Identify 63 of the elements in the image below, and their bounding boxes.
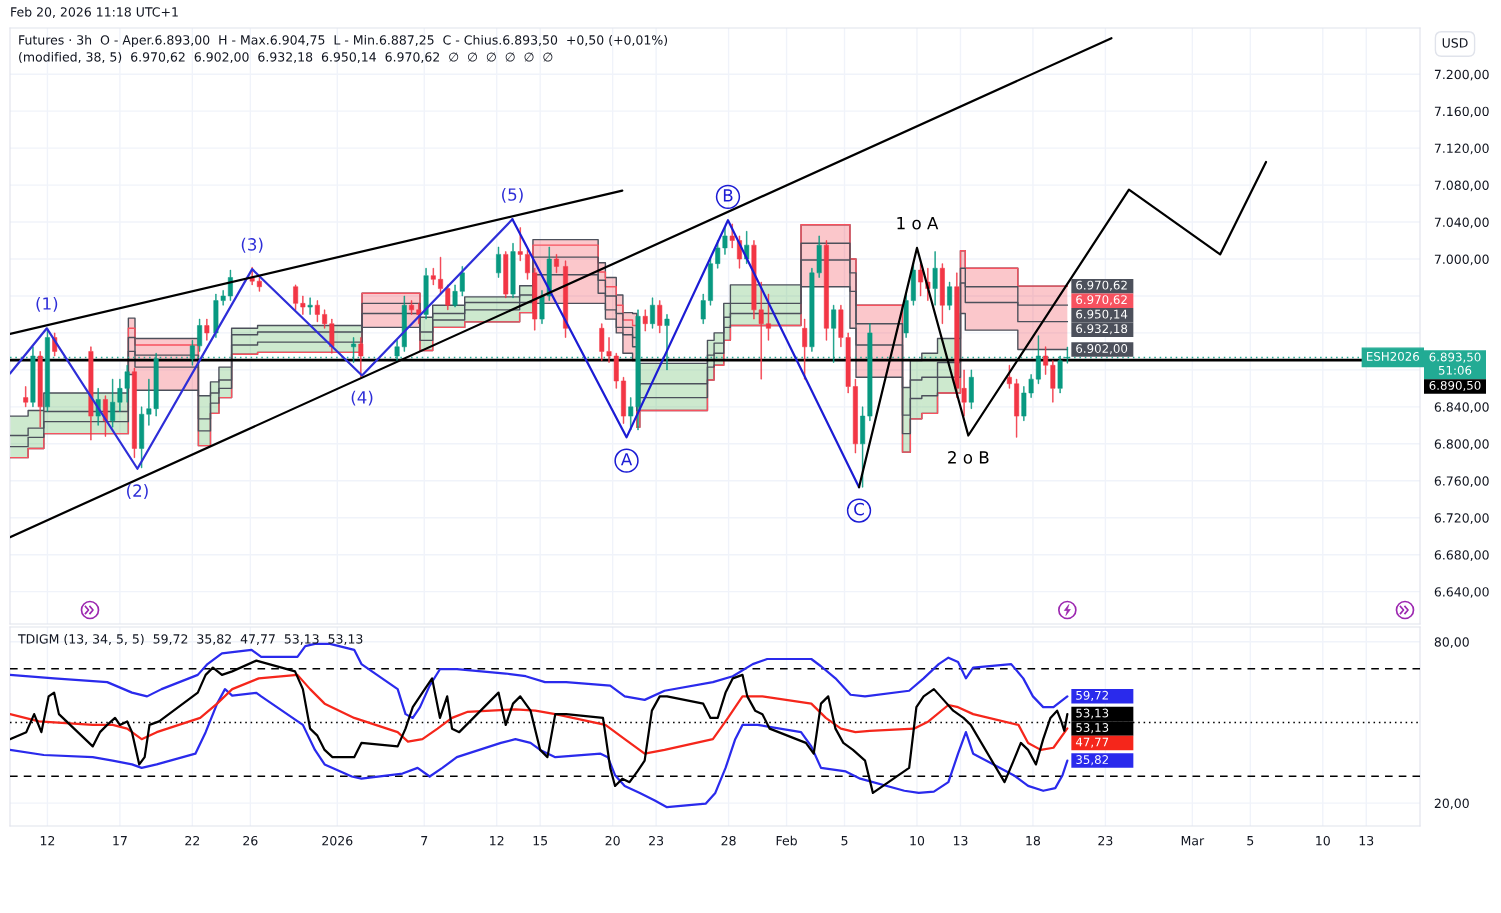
y-tick-label: 6.720,00 bbox=[1434, 513, 1489, 524]
annotation: 53,13 bbox=[1076, 723, 1109, 734]
chart-subtitle: Feb 20, 2026 11:18 UTC+1 bbox=[11, 6, 178, 18]
y-tick-label: 6.640,00 bbox=[1434, 587, 1489, 598]
y-tick-label: 7.040,00 bbox=[1434, 217, 1489, 229]
data-label: 6.970,62 bbox=[1076, 280, 1127, 291]
text: TDIGM (13, 34, 5, 5) 59,72 35,82 47,77 53,13 53,13 bbox=[17, 633, 363, 646]
x-tick-label: 5 bbox=[1247, 836, 1254, 846]
x-tick-label: 10 bbox=[910, 835, 925, 846]
y-axis-title: USD bbox=[1442, 38, 1468, 48]
annotation: (1) bbox=[36, 296, 58, 312]
x-tick-label: 13 bbox=[1359, 835, 1374, 846]
annotation: C bbox=[854, 502, 864, 516]
x-tick-label: 12 bbox=[40, 835, 55, 846]
y-tick-label: 6.800,00 bbox=[1434, 439, 1489, 451]
annotation: B bbox=[723, 189, 733, 202]
x-tick-label: 20 bbox=[605, 835, 620, 846]
data-label: 47,77 bbox=[1075, 737, 1109, 748]
annotation: A bbox=[620, 453, 633, 466]
y-tick-label: 6.680,00 bbox=[1434, 550, 1489, 561]
y-tick-label: 7.120,00 bbox=[1434, 143, 1489, 155]
x-tick-label: 17 bbox=[113, 836, 127, 846]
data-label: 6.970,62 bbox=[1076, 295, 1127, 306]
y-tick-label: 7.000,00 bbox=[1434, 254, 1489, 266]
y-tick-label: 6.760,00 bbox=[1434, 476, 1489, 487]
x-tick-label: 12 bbox=[490, 835, 504, 846]
x-tick-label: 10 bbox=[1316, 835, 1330, 846]
x-tick-label: 28 bbox=[721, 835, 736, 846]
y-tick-label: 6.840,00 bbox=[1434, 402, 1489, 414]
y-tick-label: 7.160,00 bbox=[1434, 106, 1489, 118]
x-tick-label: 15 bbox=[533, 836, 548, 846]
x-tick-label: 26 bbox=[243, 835, 258, 846]
x-tick-label: 18 bbox=[1026, 835, 1041, 846]
y-tick-label: 7.200,00 bbox=[1434, 69, 1489, 81]
x-tick-label: 22 bbox=[185, 835, 200, 846]
x-tick-label: 23 bbox=[1098, 835, 1113, 846]
annotation: (5) bbox=[502, 187, 523, 203]
data-label: 6.950,14 bbox=[1076, 309, 1128, 320]
text: Futures · 3h O - Aper.6.893,00 H - Max.6.904,75 L - Min.6.887,25 C - Chius.6.893,50 +0,50 (+0,01%) bbox=[19, 34, 668, 48]
annotation: (modified, 38, 5) 6.970,62 6.902,00 6.932,18 6.950,14 6.970,62 ∅ ∅ ∅ ∅ ∅ ∅ bbox=[19, 51, 553, 64]
data-label: 35,82 bbox=[1076, 755, 1108, 766]
x-tick-label: 23 bbox=[649, 835, 664, 846]
x-tick-label: 5 bbox=[841, 836, 848, 846]
annotation: 1 o A bbox=[897, 217, 939, 230]
annotation: (3) bbox=[241, 237, 263, 253]
data-label: 53,13 bbox=[1076, 708, 1109, 719]
x-tick-label: 2026 bbox=[322, 835, 353, 846]
data-label: 59,72 bbox=[1076, 690, 1108, 701]
x-tick-label: Feb bbox=[776, 835, 797, 846]
y-tick-label: 20,00 bbox=[1434, 798, 1469, 810]
x-tick-label: Mar bbox=[1181, 836, 1205, 846]
y-tick-label: 80,00 bbox=[1434, 637, 1469, 648]
x-tick-label: 7 bbox=[421, 836, 428, 846]
annotation: (2) bbox=[127, 484, 148, 499]
ref-line-label: 6.890,50 bbox=[1429, 380, 1481, 392]
data-label: 6.932,18 bbox=[1076, 324, 1128, 335]
x-tick-label: 13 bbox=[953, 835, 968, 846]
y-tick-label: 7.080,00 bbox=[1434, 180, 1489, 192]
annotation: ESH2026 bbox=[1367, 351, 1420, 361]
annotation: 2 o B bbox=[948, 451, 989, 464]
ref-line-label: 6.893,50 51:06 bbox=[1429, 352, 1481, 375]
data-label: 6.902,00 bbox=[1076, 344, 1128, 355]
annotation: (4) bbox=[351, 390, 373, 406]
